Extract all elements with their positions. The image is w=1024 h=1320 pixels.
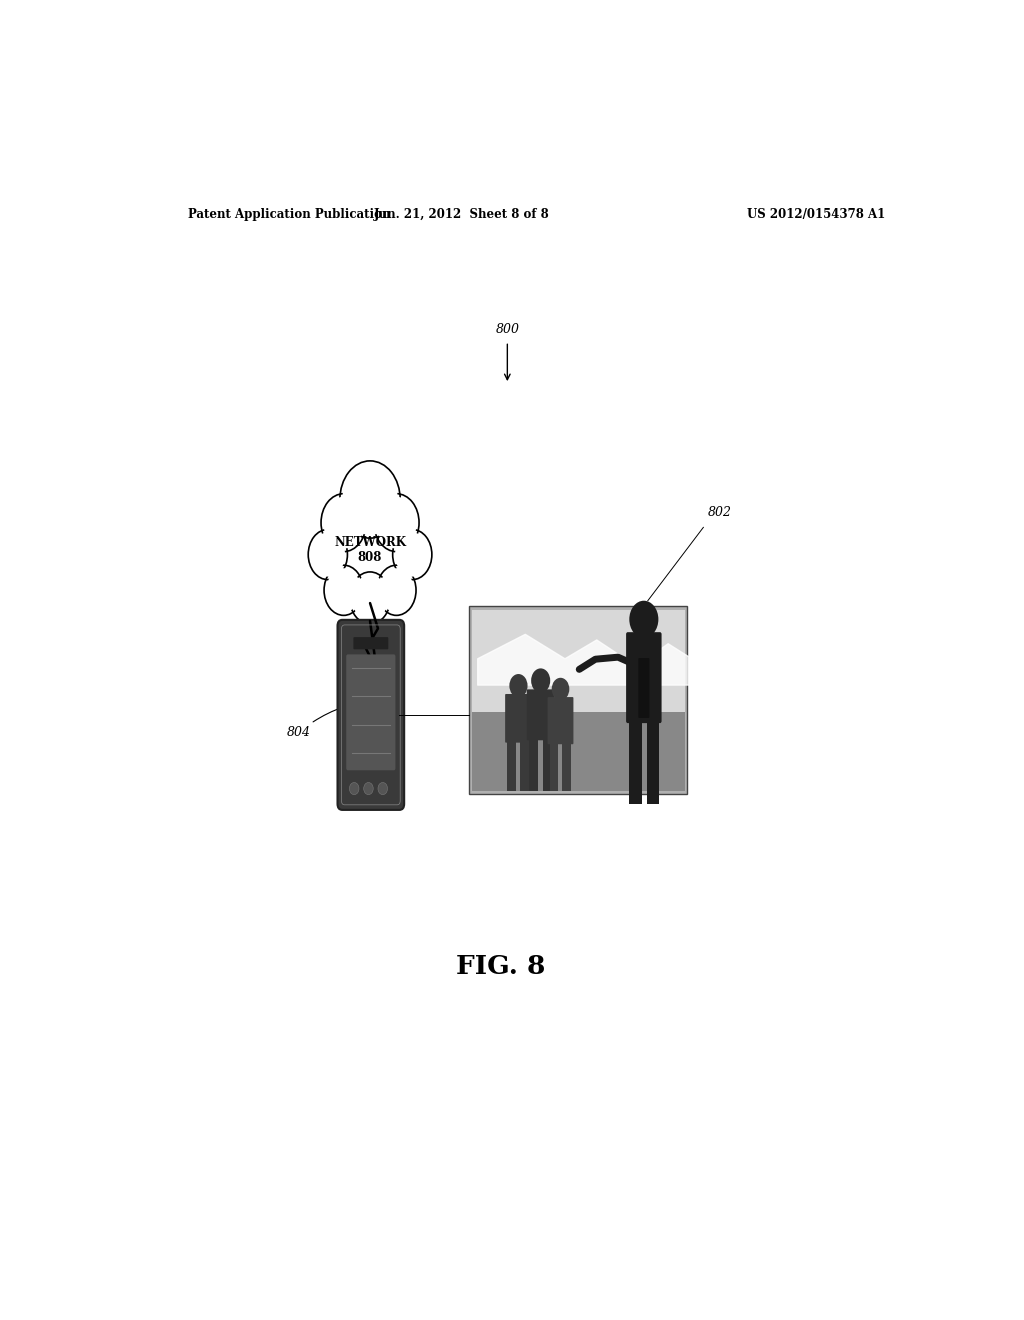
FancyBboxPatch shape xyxy=(338,620,404,810)
Text: Jun. 21, 2012  Sheet 8 of 8: Jun. 21, 2012 Sheet 8 of 8 xyxy=(374,207,549,220)
Circle shape xyxy=(352,576,388,620)
Circle shape xyxy=(374,494,419,552)
FancyBboxPatch shape xyxy=(638,657,649,718)
Circle shape xyxy=(322,494,367,552)
Circle shape xyxy=(392,529,432,579)
Circle shape xyxy=(552,677,569,701)
Bar xyxy=(550,741,558,791)
Circle shape xyxy=(379,568,414,612)
Circle shape xyxy=(327,568,360,612)
FancyBboxPatch shape xyxy=(526,689,555,741)
Bar xyxy=(630,717,642,804)
Circle shape xyxy=(349,572,390,624)
FancyBboxPatch shape xyxy=(505,694,531,743)
Bar xyxy=(543,737,552,791)
Text: FIG. 8: FIG. 8 xyxy=(457,954,546,979)
Circle shape xyxy=(531,668,550,693)
Text: 800: 800 xyxy=(496,323,519,337)
FancyBboxPatch shape xyxy=(353,638,388,649)
FancyBboxPatch shape xyxy=(548,697,573,744)
Circle shape xyxy=(630,601,658,638)
Bar xyxy=(528,737,539,791)
Circle shape xyxy=(509,675,527,697)
Circle shape xyxy=(324,565,364,615)
Text: 804: 804 xyxy=(287,708,344,739)
Circle shape xyxy=(376,496,417,549)
Circle shape xyxy=(340,461,400,539)
Circle shape xyxy=(349,783,359,795)
Bar xyxy=(472,610,685,714)
FancyBboxPatch shape xyxy=(626,632,662,723)
Circle shape xyxy=(342,463,397,535)
Text: 802: 802 xyxy=(708,507,731,519)
Circle shape xyxy=(308,529,347,579)
Circle shape xyxy=(364,783,373,795)
Text: Patent Application Publication: Patent Application Publication xyxy=(187,207,390,220)
Bar xyxy=(507,739,516,791)
Bar xyxy=(469,606,687,793)
Bar xyxy=(520,739,529,791)
Bar xyxy=(647,717,659,804)
Bar xyxy=(472,711,685,791)
Circle shape xyxy=(310,532,345,577)
Circle shape xyxy=(377,565,416,615)
Text: NETWORK
808: NETWORK 808 xyxy=(334,536,407,564)
Circle shape xyxy=(378,783,387,795)
FancyBboxPatch shape xyxy=(346,655,395,771)
Circle shape xyxy=(395,532,429,577)
Circle shape xyxy=(324,496,364,549)
Bar xyxy=(562,741,571,791)
Text: US 2012/0154378 A1: US 2012/0154378 A1 xyxy=(748,207,886,220)
